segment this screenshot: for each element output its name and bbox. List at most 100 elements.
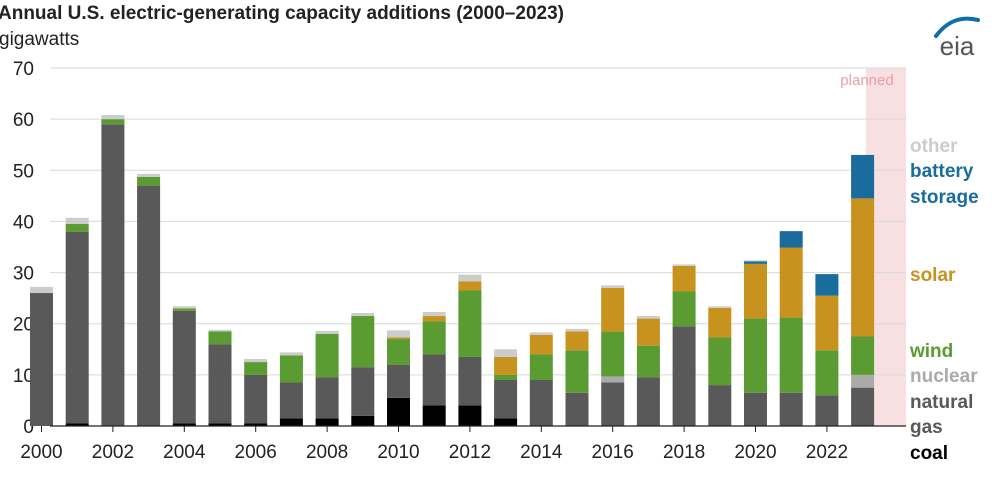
bar-segment-battery	[779, 231, 803, 248]
y-tick-label: 20	[13, 315, 34, 336]
y-tick-label: 70	[13, 59, 34, 80]
bar-segment-natural-gas	[744, 392, 767, 426]
bar-stack-2023	[851, 154, 875, 426]
legend-label-nuclear: nuclear	[910, 366, 978, 387]
bar-segment-solar	[851, 198, 875, 337]
x-tick-label: 2018	[663, 442, 705, 463]
bar-segment-other	[101, 115, 125, 120]
bar-segment-solar	[744, 263, 767, 319]
x-tick-label: 2012	[449, 442, 491, 463]
bar-stack-2009	[351, 312, 375, 426]
bar-segment-other	[351, 312, 375, 317]
bar-segment-wind	[708, 337, 732, 386]
legend-label-natural-gas: natural	[910, 392, 973, 413]
bar-segment-wind	[458, 290, 482, 357]
bar-stack-2021	[779, 231, 803, 426]
eia-logo-text: eia	[940, 31, 975, 61]
bar-stack-2003	[137, 173, 161, 426]
bar-segment-other	[208, 329, 232, 332]
bar-segment-other	[672, 264, 696, 266]
x-tick-label: 2000	[20, 442, 62, 463]
bar-segment-solar	[672, 265, 696, 292]
bar-segment-other	[387, 330, 410, 338]
bar-segment-wind	[851, 336, 875, 375]
bar-segment-wind	[279, 355, 303, 383]
chart-title: Annual U.S. electric-generating capacity…	[0, 3, 564, 24]
bar-segment-natural-gas	[672, 326, 696, 426]
bar-stack-2018	[672, 264, 696, 426]
x-tick-label: 2020	[734, 442, 776, 463]
bar-segment-other	[636, 316, 660, 319]
bar-stack-2000	[30, 286, 53, 426]
x-tick-label: 2014	[520, 442, 563, 463]
bar-segment-natural-gas	[101, 124, 125, 426]
bar-segment-wind	[422, 321, 446, 355]
bar-segment-natural-gas	[815, 395, 839, 426]
bar-segment-natural-gas	[172, 310, 196, 424]
y-tick-label: 40	[13, 212, 34, 233]
bar-segment-wind	[137, 176, 161, 186]
bar-segment-other	[601, 285, 625, 288]
bar-segment-wind	[244, 362, 268, 375]
bar-stack-2022	[815, 274, 839, 426]
bar-segment-solar	[815, 295, 839, 351]
bar-segment-solar	[708, 307, 732, 338]
bar-segment-wind	[815, 350, 839, 396]
bar-segment-wind	[387, 339, 410, 365]
planned-label: planned	[840, 72, 893, 89]
eia-swoosh-icon	[934, 16, 980, 38]
bar-segment-other	[65, 217, 89, 224]
bar-segment-natural-gas	[708, 385, 732, 426]
y-axis-units-label: gigawatts	[0, 29, 79, 50]
y-tick-label: 0	[23, 417, 34, 438]
bar-segment-natural-gas	[422, 354, 446, 406]
y-tick-label: 30	[13, 264, 34, 285]
bar-segment-other	[315, 330, 339, 334]
x-tick-label: 2006	[235, 442, 277, 463]
x-tick-label: 2004	[163, 442, 206, 463]
x-tick-label: 2016	[592, 442, 634, 463]
bar-segment-battery	[744, 261, 767, 264]
bar-segment-other	[565, 328, 589, 332]
bar-stack-2007	[279, 352, 303, 426]
y-tick-label: 60	[13, 110, 34, 131]
bar-segment-wind	[529, 354, 553, 380]
bar-segment-natural-gas	[636, 377, 660, 426]
bar-segment-other	[494, 349, 518, 357]
bar-stack-2016	[601, 285, 625, 426]
bar-segment-coal	[279, 418, 303, 426]
bar-segment-coal	[244, 423, 268, 426]
bar-segment-wind	[565, 350, 589, 393]
legend-label-other: other	[910, 136, 958, 157]
bar-segment-coal	[494, 418, 518, 426]
bar-stack-2017	[636, 316, 660, 426]
bar-segment-solar	[529, 334, 553, 355]
x-tick-label: 2022	[806, 442, 848, 463]
bar-segment-coal	[387, 397, 410, 426]
bar-segment-wind	[351, 316, 375, 368]
bar-segment-natural-gas	[244, 374, 268, 424]
bar-segment-natural-gas	[279, 382, 303, 419]
bar-stack-2014	[529, 332, 553, 426]
legend-label-solar: solar	[910, 265, 956, 286]
bar-segment-solar	[636, 318, 660, 346]
bar-segment-other	[458, 274, 482, 282]
bar-stack-2015	[565, 328, 589, 426]
bar-stack-2020	[744, 260, 767, 426]
bar-segment-natural-gas	[851, 387, 875, 426]
bar-segment-natural-gas	[137, 185, 161, 426]
y-tick-label: 10	[13, 366, 34, 387]
x-tick-label: 2010	[377, 442, 419, 463]
bar-stack-2004	[172, 306, 196, 426]
bar-stack-2005	[208, 329, 232, 426]
bar-stack-2002	[101, 115, 125, 426]
bar-segment-wind	[101, 119, 125, 125]
bar-segment-battery	[851, 154, 875, 199]
bar-segment-solar	[779, 247, 803, 318]
bar-segment-coal	[65, 423, 89, 426]
x-axis-ticks: 2000 2002 2004 2006 2008 2010 2012 2014 2016 2018…	[20, 426, 848, 463]
bar-segment-wind	[672, 291, 696, 327]
bar-segment-natural-gas	[208, 344, 232, 424]
bar-segment-natural-gas	[494, 379, 518, 419]
bar-segment-natural-gas	[529, 379, 553, 426]
